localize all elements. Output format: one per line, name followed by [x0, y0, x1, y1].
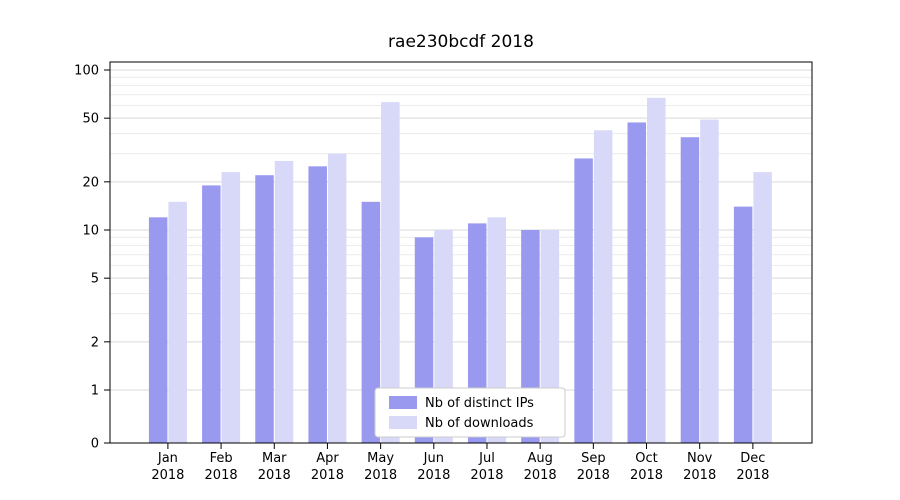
x-tick-label-month: Nov [687, 451, 713, 466]
y-tick-label: 5 [91, 272, 99, 287]
y-tick-label: 100 [74, 64, 99, 79]
bar-downloads-sep [593, 130, 613, 443]
axes-frame [109, 61, 813, 444]
bar-downloads-apr [327, 153, 347, 444]
bar-downloads-mar [274, 160, 294, 443]
bar-distinct-ips-may [361, 201, 381, 443]
bar-distinct-ips-nov [680, 137, 700, 443]
bar-distinct-ips-jan [148, 217, 168, 443]
x-tick-label-month: Sep [581, 451, 606, 466]
x-tick-label-month: Oct [635, 451, 657, 466]
y-tick-label: 50 [82, 112, 99, 127]
x-tick-label-month: Jun [423, 451, 444, 466]
y-tick-label: 20 [82, 175, 99, 190]
bar-distinct-ips-dec [733, 206, 753, 443]
x-tick-label-year: 2018 [630, 468, 663, 483]
bar-downloads-nov [700, 119, 719, 443]
x-tick-label-year: 2018 [683, 468, 716, 483]
bar-distinct-ips-mar [255, 175, 274, 443]
bar-distinct-ips-feb [202, 185, 221, 444]
x-tick-label-month: Feb [210, 451, 233, 466]
legend-swatch-downloads [389, 416, 417, 429]
x-tick-label-year: 2018 [258, 468, 291, 483]
chart-title: rae230bcdf 2018 [388, 32, 534, 52]
legend: Nb of distinct IPs Nb of downloads [374, 387, 566, 438]
bar-downloads-jul [487, 217, 506, 443]
x-tick-label-year: 2018 [577, 468, 610, 483]
legend-box [374, 387, 566, 438]
x-tick-label-year: 2018 [311, 468, 344, 483]
bar-distinct-ips-oct [627, 122, 647, 443]
y-tick-label: 0 [91, 437, 99, 452]
x-tick-label-year: 2018 [470, 468, 503, 483]
x-tick-label-month: Mar [262, 451, 287, 466]
y-tick-label: 1 [91, 384, 99, 399]
bar-downloads-oct [647, 97, 666, 443]
bar-downloads-may [381, 102, 400, 443]
bar-distinct-ips-apr [308, 166, 327, 444]
bar-downloads-jan [168, 201, 187, 443]
x-tick-label-month: Dec [740, 451, 765, 466]
y-tick-label: 2 [91, 335, 99, 350]
x-tick-label-year: 2018 [736, 468, 769, 483]
x-tick-label-year: 2018 [364, 468, 397, 483]
x-tick-label-year: 2018 [417, 468, 450, 483]
x-tick-label-year: 2018 [151, 468, 184, 483]
legend-swatch-distinct-ips [389, 396, 417, 409]
x-tick-label-month: Aug [527, 451, 552, 466]
x-tick-label-month: Jul [478, 451, 495, 466]
x-tick-label-month: Jan [157, 451, 178, 466]
x-tick-label-month: Apr [316, 451, 339, 466]
legend-label-downloads: Nb of downloads [425, 416, 534, 431]
x-tick-label-month: May [367, 451, 394, 466]
x-tick-label-year: 2018 [524, 468, 557, 483]
plot-area: 0 1 2 5 10 20 50 100 Jan 2018 Feb 2018 Mar 2018 Apr 201… [74, 61, 813, 483]
x-tick-label-year: 2018 [205, 468, 238, 483]
bar-downloads-dec [753, 172, 772, 444]
bar-distinct-ips-sep [574, 158, 593, 443]
y-tick-label: 10 [82, 224, 99, 239]
bar-downloads-feb [221, 172, 241, 444]
legend-label-distinct-ips: Nb of distinct IPs [425, 396, 534, 411]
